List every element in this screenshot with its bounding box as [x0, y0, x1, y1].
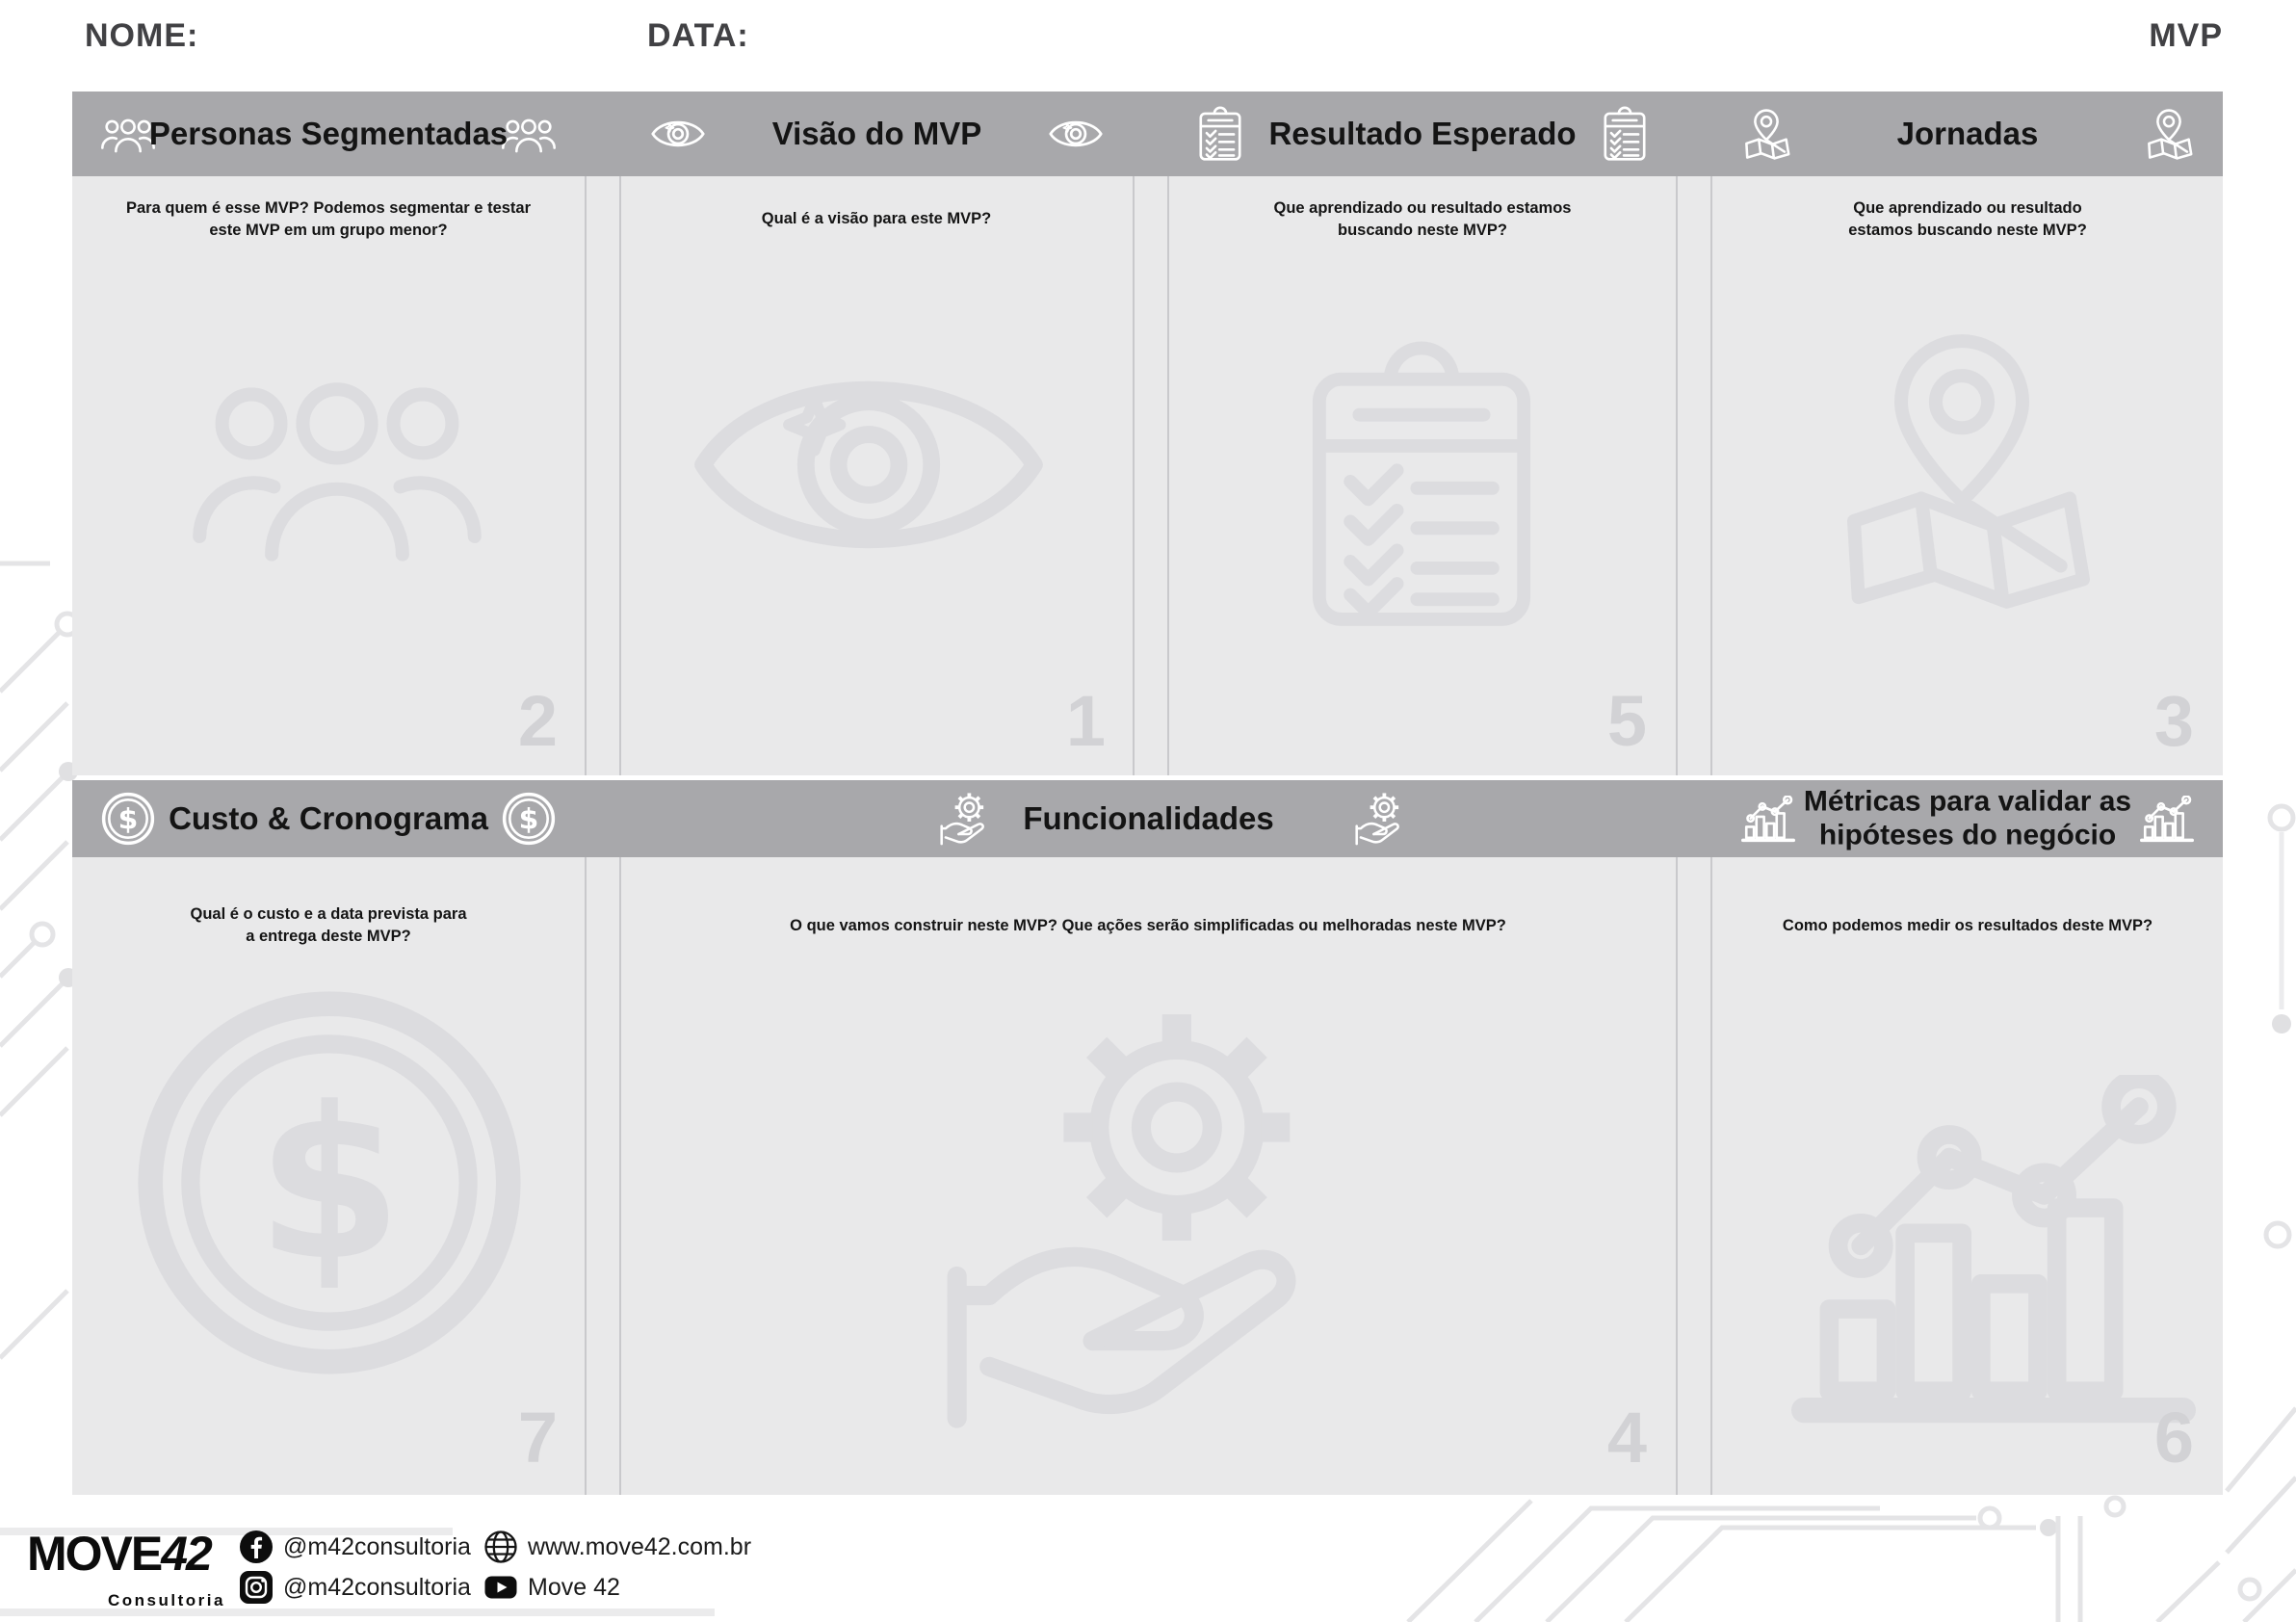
panel-title-metricas: Métricas para validar as hipóteses do ne… — [1803, 785, 2132, 851]
facebook-handle-text: @m42consultoria — [283, 1532, 471, 1560]
panel-number-metricas: 6 — [2153, 1398, 2194, 1478]
globe-icon — [484, 1530, 517, 1563]
row1-header-bar: Personas Segmentadas Visão do MVP Result… — [72, 92, 2223, 176]
question-personas: Para quem é esse MVP? Podemos segmentar … — [126, 199, 532, 239]
people-group-watermark-icon — [193, 365, 482, 563]
dollar-coin-icon — [101, 792, 155, 846]
youtube-channel: Move 42 — [483, 1570, 620, 1605]
panel-title-resultado: Resultado Esperado — [1268, 116, 1577, 151]
divider — [619, 857, 621, 1495]
eye-icon — [650, 116, 706, 152]
jornadas-header: Jornadas — [1712, 92, 2223, 176]
question-visao: Qual é a visão para este MVP? — [761, 210, 992, 227]
gear-hand-icon — [1355, 792, 1407, 846]
divider — [1710, 176, 1712, 775]
facebook-icon — [240, 1530, 273, 1563]
question-resultado: Que aprendizado ou resultado estamos bus… — [1273, 199, 1572, 239]
youtube-icon — [484, 1576, 517, 1599]
dollar-coin-watermark-icon — [132, 985, 527, 1380]
website-link-text: www.move42.com.br — [528, 1532, 752, 1560]
custo-header: Custo & Cronograma — [72, 780, 585, 857]
divider — [619, 176, 621, 775]
brand-subtitle: Consultoria — [108, 1591, 225, 1609]
panel-number-funcionalidades: 4 — [1606, 1398, 1647, 1478]
youtube-channel-text: Move 42 — [528, 1573, 620, 1601]
date-field-label: DATA: — [647, 17, 749, 54]
mvp-badge: MVP — [2149, 17, 2223, 54]
question-custo: Qual é o custo e a data prevista para a … — [190, 905, 467, 945]
panel-title-jornadas: Jornadas — [1896, 116, 2039, 151]
metrics-chart-watermark-icon — [1791, 1075, 2196, 1429]
map-pin-icon — [2144, 108, 2194, 161]
divider — [1167, 176, 1169, 775]
divider — [585, 857, 587, 1495]
clipboard-checklist-icon — [1603, 106, 1647, 162]
people-group-icon — [502, 116, 556, 153]
question-jornadas: Que aprendizado ou resultado estamos bus… — [1848, 199, 2087, 239]
eye-icon — [1048, 116, 1104, 152]
divider — [1676, 176, 1678, 775]
map-pin-watermark-icon — [1827, 327, 2097, 615]
clipboard-checklist-icon — [1198, 106, 1242, 162]
funcionalidades-header: Funcionalidades — [621, 780, 1676, 857]
divider — [1676, 857, 1678, 1495]
brand-word: MOVE — [27, 1527, 163, 1581]
facebook-handle: @m42consultoria — [239, 1530, 471, 1564]
map-pin-icon — [1741, 108, 1791, 161]
panel-number-jornadas: 3 — [2153, 681, 2194, 761]
question-funcionalidades: O que vamos construir neste MVP? Que açõ… — [790, 917, 1506, 934]
panel-title-funcionalidades: Funcionalidades — [1023, 800, 1274, 836]
panel-number-visao: 1 — [1065, 681, 1106, 761]
panel-number-resultado: 5 — [1606, 681, 1647, 761]
row1-panels-area — [72, 176, 2223, 775]
personas-header: Personas Segmentadas — [72, 92, 585, 176]
name-field-label: NOME: — [85, 17, 199, 54]
visao-header: Visão do MVP — [621, 92, 1133, 176]
move42-logo: MOVE42 — [27, 1526, 213, 1582]
people-group-icon — [101, 116, 155, 153]
resultado-header: Resultado Esperado — [1169, 92, 1676, 176]
question-metricas: Como podemos medir os resultados deste M… — [1782, 917, 2153, 934]
instagram-handle: @m42consultoria — [239, 1570, 471, 1605]
divider — [1133, 176, 1135, 775]
instagram-icon — [240, 1571, 273, 1604]
panel-number-custo: 7 — [517, 1398, 558, 1478]
panel-title-personas: Personas Segmentadas — [148, 116, 509, 151]
panel-title-visao: Visão do MVP — [771, 116, 982, 151]
panel-number-personas: 2 — [517, 681, 558, 761]
clipboard-watermark-icon — [1306, 339, 1537, 633]
instagram-handle-text: @m42consultoria — [283, 1573, 471, 1601]
divider — [585, 176, 587, 775]
dollar-coin-icon — [502, 792, 556, 846]
eye-watermark-icon — [686, 345, 1052, 585]
brand-number: 42 — [161, 1527, 213, 1581]
panel-title-custo: Custo & Cronograma — [169, 800, 488, 836]
divider — [1710, 857, 1712, 1495]
website-link: www.move42.com.br — [483, 1530, 751, 1564]
gear-hand-watermark-icon — [944, 1005, 1358, 1431]
metricas-header: Métricas para validar as hipóteses do ne… — [1712, 780, 2223, 857]
gear-hand-icon — [940, 792, 992, 846]
row2-header-bar: Custo & Cronograma Funcionalidades Métri… — [72, 780, 2223, 857]
